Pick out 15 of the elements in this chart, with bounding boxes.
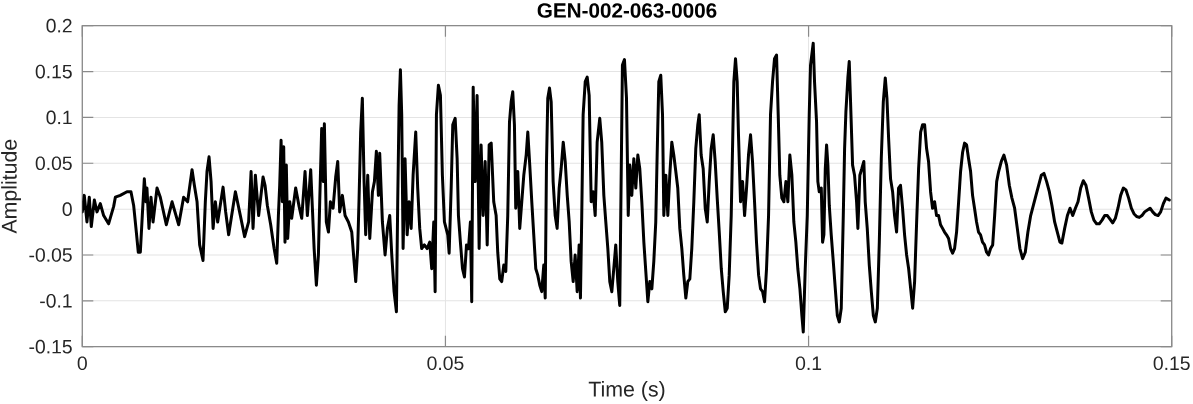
x-tick-label: 0.15 xyxy=(1153,356,1190,371)
x-tick-label: 0.1 xyxy=(795,356,822,371)
x-tick-label: 0 xyxy=(77,356,87,371)
y-tick-label: -0.05 xyxy=(29,248,72,262)
y-tick-label: 0.1 xyxy=(46,110,72,125)
y-tick-label: 0.05 xyxy=(35,156,72,171)
y-tick-label: 0.15 xyxy=(35,64,72,79)
y-tick-label: 0 xyxy=(62,202,72,216)
y-axis-title: Amplitude xyxy=(1,139,21,234)
chart-title: GEN-002-063-0006 xyxy=(537,3,717,18)
y-tick-label: 0.2 xyxy=(46,18,72,33)
y-tick-label: -0.1 xyxy=(40,293,72,308)
y-tick-label: -0.15 xyxy=(29,339,72,354)
x-axis-title: Time (s) xyxy=(588,381,665,401)
x-tick-label: 0.05 xyxy=(427,356,464,371)
